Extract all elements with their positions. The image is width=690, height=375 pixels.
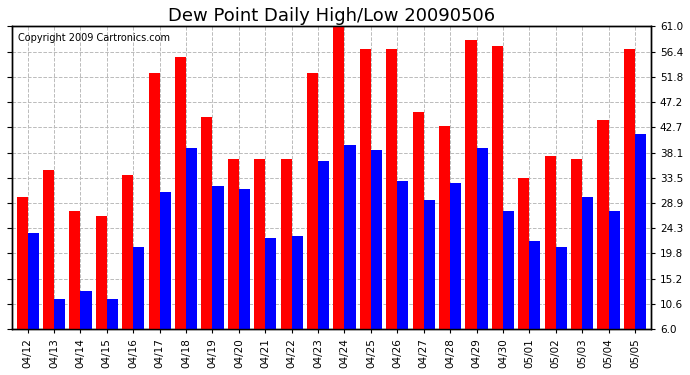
Bar: [503, 211, 514, 329]
Bar: [333, 27, 344, 329]
Bar: [571, 159, 582, 329]
Bar: [175, 57, 186, 329]
Bar: [477, 147, 488, 329]
Bar: [17, 197, 28, 329]
Bar: [359, 48, 371, 329]
Bar: [466, 40, 477, 329]
Bar: [281, 159, 292, 329]
Bar: [239, 189, 250, 329]
Bar: [624, 48, 635, 329]
Bar: [148, 73, 159, 329]
Bar: [201, 117, 213, 329]
Bar: [439, 126, 450, 329]
Bar: [43, 170, 54, 329]
Bar: [397, 181, 408, 329]
Bar: [159, 192, 170, 329]
Bar: [518, 178, 529, 329]
Bar: [635, 134, 646, 329]
Text: Copyright 2009 Cartronics.com: Copyright 2009 Cartronics.com: [18, 33, 170, 42]
Bar: [598, 120, 609, 329]
Bar: [450, 183, 461, 329]
Title: Dew Point Daily High/Low 20090506: Dew Point Daily High/Low 20090506: [168, 7, 495, 25]
Bar: [70, 211, 81, 329]
Bar: [424, 200, 435, 329]
Bar: [318, 161, 329, 329]
Bar: [292, 236, 303, 329]
Bar: [582, 197, 593, 329]
Bar: [492, 46, 503, 329]
Bar: [186, 147, 197, 329]
Bar: [413, 112, 424, 329]
Bar: [122, 175, 133, 329]
Bar: [386, 48, 397, 329]
Bar: [529, 241, 540, 329]
Bar: [133, 247, 144, 329]
Bar: [28, 233, 39, 329]
Bar: [81, 291, 92, 329]
Bar: [265, 238, 277, 329]
Bar: [228, 159, 239, 329]
Bar: [555, 247, 566, 329]
Bar: [96, 216, 107, 329]
Bar: [307, 73, 318, 329]
Bar: [609, 211, 620, 329]
Bar: [54, 299, 65, 329]
Bar: [107, 299, 118, 329]
Bar: [254, 159, 265, 329]
Bar: [344, 145, 355, 329]
Bar: [371, 150, 382, 329]
Bar: [213, 186, 224, 329]
Bar: [544, 156, 555, 329]
